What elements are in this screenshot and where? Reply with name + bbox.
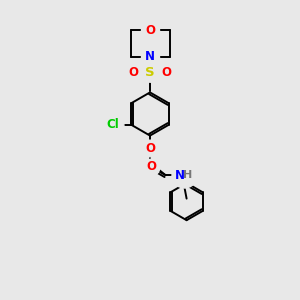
Text: O: O <box>146 160 156 173</box>
Text: H: H <box>183 170 192 180</box>
Text: N: N <box>174 169 184 182</box>
Text: O: O <box>161 65 172 79</box>
Text: N: N <box>145 50 155 64</box>
Text: Cl: Cl <box>106 118 119 131</box>
Text: O: O <box>145 142 155 155</box>
Text: O: O <box>145 23 155 37</box>
Text: O: O <box>128 65 139 79</box>
Text: S: S <box>145 65 155 79</box>
